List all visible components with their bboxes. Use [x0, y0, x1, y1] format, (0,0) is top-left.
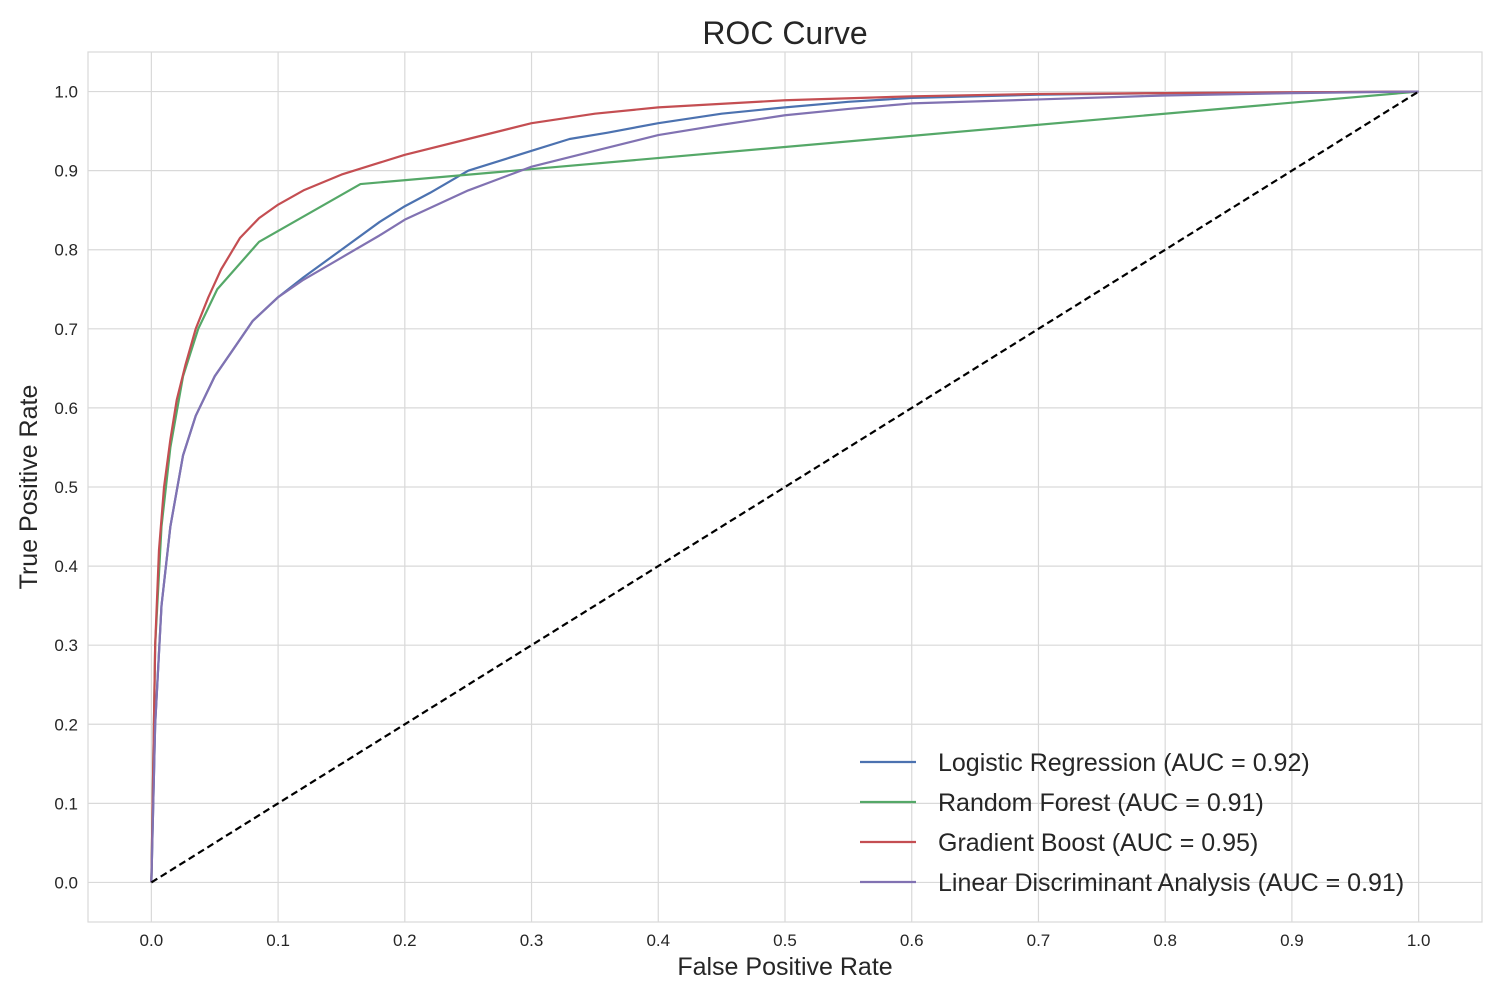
- y-tick-label: 0.1: [54, 794, 78, 813]
- y-tick-labels: 0.0 0.1 0.2 0.3 0.4 0.5 0.6 0.7 0.8 0.9 1.0: [54, 83, 78, 893]
- y-tick-label: 0.0: [54, 873, 78, 892]
- x-tick-label: 0.3: [520, 931, 544, 950]
- y-tick-label: 0.6: [54, 399, 78, 418]
- y-tick-label: 0.5: [54, 478, 78, 497]
- x-tick-label: 0.7: [1027, 931, 1051, 950]
- x-tick-label: 0.6: [900, 931, 924, 950]
- x-tick-label: 0.5: [773, 931, 797, 950]
- series-line-4: [150, 90, 1419, 883]
- y-axis-label: True Positive Rate: [15, 385, 43, 590]
- y-tick-label: 0.8: [54, 241, 78, 260]
- legend-label: Linear Discriminant Analysis (AUC = 0.91…: [938, 869, 1404, 897]
- y-tick-label: 0.9: [54, 162, 78, 181]
- y-tick-label: 0.2: [54, 715, 78, 734]
- y-tick-label: 0.7: [54, 320, 78, 339]
- legend-label: Logistic Regression (AUC = 0.92): [938, 749, 1310, 777]
- x-tick-label: 0.0: [140, 931, 164, 950]
- y-tick-label: 0.4: [54, 557, 78, 576]
- legend: Logistic Regression (AUC = 0.92) Random F…: [860, 749, 1404, 897]
- chance-diagonal-line: [150, 90, 1420, 884]
- x-tick-label: 1.0: [1407, 931, 1431, 950]
- chart-title: ROC Curve: [702, 15, 867, 51]
- x-axis-label: False Positive Rate: [677, 953, 892, 981]
- x-tick-label: 0.9: [1280, 931, 1304, 950]
- series-lines: [150, 90, 1420, 884]
- legend-label: Gradient Boost (AUC = 0.95): [938, 829, 1258, 857]
- x-tick-label: 0.2: [393, 931, 417, 950]
- x-tick-labels: 0.0 0.1 0.2 0.3 0.4 0.5 0.6 0.7 0.8 0.9 1.0: [140, 931, 1431, 950]
- y-tick-label: 1.0: [54, 83, 78, 102]
- legend-label: Random Forest (AUC = 0.91): [938, 789, 1264, 817]
- grid: [88, 52, 1482, 922]
- x-tick-label: 0.1: [266, 931, 290, 950]
- x-tick-label: 0.8: [1153, 931, 1177, 950]
- y-tick-label: 0.3: [54, 636, 78, 655]
- x-tick-label: 0.4: [646, 931, 670, 950]
- series-line-3: [150, 90, 1419, 883]
